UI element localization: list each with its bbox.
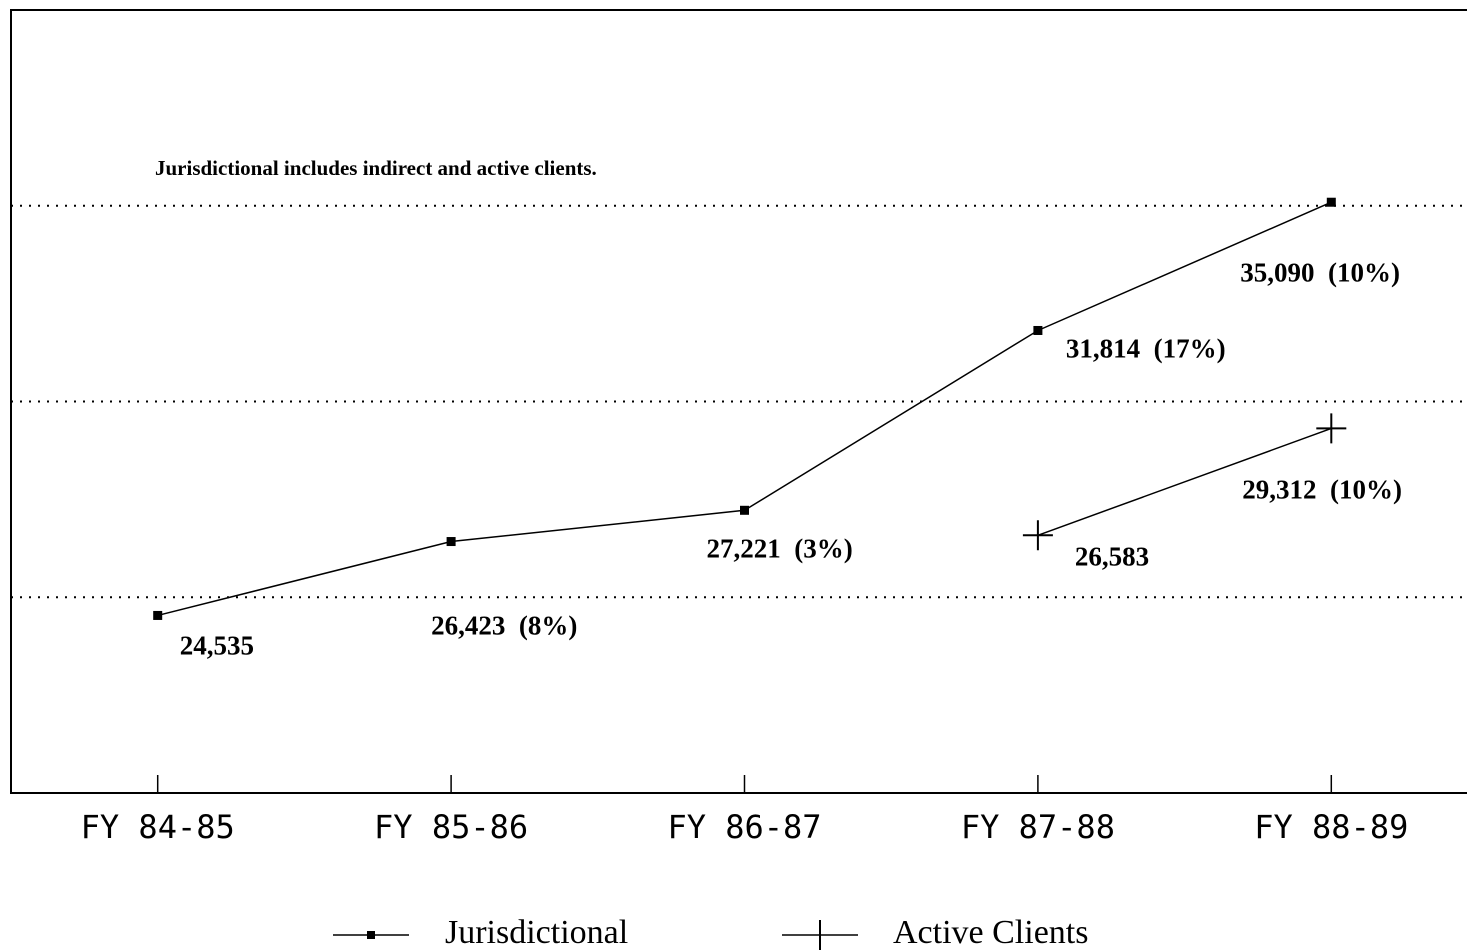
x-tick-label: FY 87-88 [961, 808, 1115, 846]
value-label: 35,090 (10%) [1240, 257, 1400, 287]
point [1326, 197, 1336, 207]
legend-label: Jurisdictional [445, 914, 628, 951]
x-tick-label: FY 85-86 [374, 808, 528, 846]
legend-marker [367, 931, 375, 939]
x-tick-label: FY 86-87 [667, 808, 821, 846]
plot-frame [10, 9, 1467, 794]
point [153, 610, 163, 620]
point [1022, 520, 1053, 551]
value-label: 26,583 [1075, 541, 1149, 571]
point [740, 505, 749, 515]
annotation: Jurisdictional includes indirect and act… [155, 156, 597, 180]
legend-label: Active Clients [893, 914, 1088, 951]
value-label: 26,423 (8%) [431, 611, 577, 641]
x-tick-label: FY 84-85 [81, 808, 235, 846]
value-label: 31,814 (17%) [1066, 334, 1226, 364]
series-line [1037, 427, 1332, 536]
value-label: 24,535 [180, 631, 254, 661]
value-label: 27,221 (3%) [707, 534, 853, 564]
point [1033, 325, 1043, 335]
point [446, 537, 456, 547]
value-label: 29,312 (10%) [1242, 475, 1402, 505]
x-tick-label: FY 88-89 [1254, 808, 1408, 846]
point [1316, 413, 1347, 444]
